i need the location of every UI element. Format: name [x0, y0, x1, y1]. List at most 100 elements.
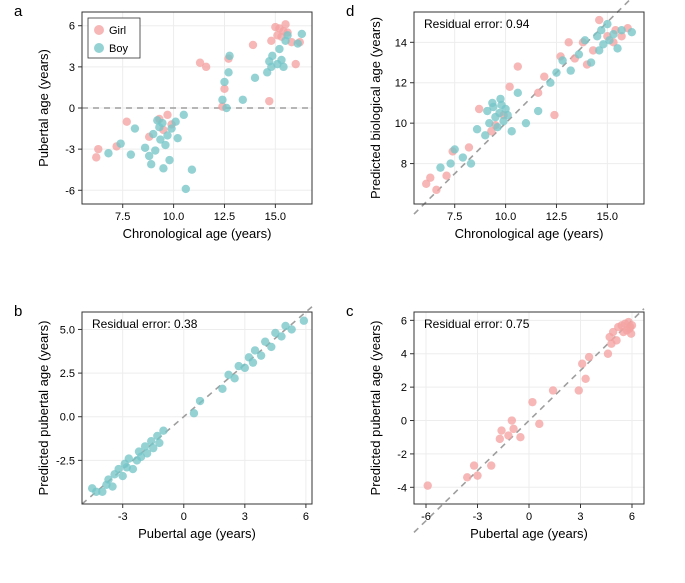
- y-tick-label: -6: [65, 185, 75, 197]
- data-point: [587, 58, 595, 66]
- y-tick-label: 2: [401, 382, 407, 394]
- panel-tag: c: [346, 303, 354, 320]
- data-point: [516, 433, 524, 441]
- data-point: [575, 50, 583, 58]
- data-point: [277, 332, 285, 340]
- x-axis-label: Chronological age (years): [455, 226, 604, 241]
- x-tick-label: 6: [629, 511, 635, 523]
- data-point: [180, 111, 188, 119]
- x-tick-label: 3: [577, 511, 583, 523]
- data-point: [116, 139, 124, 147]
- data-point: [202, 63, 210, 71]
- data-point: [465, 143, 473, 151]
- data-point: [567, 66, 575, 74]
- x-tick-label: -6: [421, 511, 431, 523]
- data-point: [535, 420, 543, 428]
- x-tick-label: 7.5: [115, 211, 130, 223]
- legend-label: Girl: [109, 25, 126, 37]
- figure: a7.510.012.515.0-6-3036Chronological age…: [0, 0, 685, 583]
- data-point: [222, 104, 230, 112]
- y-tick-label: -2: [397, 449, 407, 461]
- y-axis-label: Predicted pubertal age (years): [36, 321, 51, 496]
- data-point: [190, 409, 198, 417]
- x-axis-label: Pubertal age (years): [138, 526, 256, 541]
- data-point: [505, 83, 513, 91]
- data-point: [257, 351, 265, 359]
- data-point: [489, 103, 497, 111]
- residual-annotation: Residual error: 0.94: [424, 17, 530, 31]
- y-tick-label: -3: [65, 144, 75, 156]
- data-point: [534, 107, 542, 115]
- data-point: [508, 416, 516, 424]
- data-point: [504, 431, 512, 439]
- data-point: [609, 30, 617, 38]
- data-point: [230, 374, 238, 382]
- y-tick-label: 10: [395, 118, 407, 130]
- y-tick-label: 6: [69, 21, 75, 33]
- residual-annotation: Residual error: 0.75: [424, 317, 530, 331]
- data-point: [627, 330, 635, 338]
- data-point: [165, 156, 173, 164]
- data-point: [125, 454, 133, 462]
- data-point: [224, 68, 232, 76]
- data-point: [446, 159, 454, 167]
- panel-c: c-6-3036-4-20246Pubertal age (years)Pred…: [346, 303, 644, 541]
- data-point: [218, 96, 226, 104]
- y-tick-label: 8: [401, 159, 407, 171]
- y-tick-label: -4: [397, 482, 407, 494]
- y-tick-label: 2.5: [60, 368, 75, 380]
- data-point: [473, 125, 481, 133]
- data-point: [604, 350, 612, 358]
- x-tick-label: 0: [526, 511, 532, 523]
- data-point: [534, 89, 542, 97]
- data-point: [287, 325, 295, 333]
- data-point: [182, 185, 190, 193]
- data-point: [94, 145, 102, 153]
- data-point: [585, 353, 593, 361]
- data-point: [497, 426, 505, 434]
- y-tick-label: 5.0: [60, 324, 75, 336]
- y-tick-label: 0: [401, 416, 407, 428]
- data-point: [225, 52, 233, 60]
- data-point: [173, 134, 181, 142]
- x-tick-label: -3: [118, 511, 128, 523]
- data-point: [196, 397, 204, 405]
- x-axis-label: Chronological age (years): [123, 226, 272, 241]
- data-point: [300, 317, 308, 325]
- x-tick-label: 12.5: [214, 211, 235, 223]
- data-point: [564, 38, 572, 46]
- data-point: [131, 124, 139, 132]
- data-point: [141, 144, 149, 152]
- data-point: [92, 153, 100, 161]
- data-point: [549, 386, 557, 394]
- y-axis-label: Predicted biological age (years): [368, 17, 383, 199]
- x-tick-label: 0: [181, 511, 187, 523]
- data-point: [158, 119, 166, 127]
- x-tick-label: 7.5: [447, 211, 462, 223]
- y-tick-label: 3: [69, 62, 75, 74]
- panel-tag: d: [346, 3, 354, 20]
- y-tick-label: 12: [395, 78, 407, 90]
- y-tick-label: 0: [69, 103, 75, 115]
- panel-d: d7.510.012.515.08101214Chronological age…: [346, 0, 644, 241]
- y-axis-label: Predicted pubertal age (years): [368, 321, 383, 496]
- data-point: [628, 321, 636, 329]
- data-point: [595, 16, 603, 24]
- data-point: [540, 72, 548, 80]
- data-point: [119, 472, 127, 480]
- data-point: [451, 145, 459, 153]
- data-point: [155, 439, 163, 447]
- legend-label: Boy: [109, 43, 128, 55]
- data-point: [509, 425, 517, 433]
- data-point: [436, 163, 444, 171]
- data-point: [281, 20, 289, 28]
- data-point: [514, 89, 522, 97]
- data-point: [581, 375, 589, 383]
- data-point: [161, 141, 169, 149]
- y-tick-label: -2.5: [56, 455, 75, 467]
- residual-annotation: Residual error: 0.38: [92, 317, 198, 331]
- data-point: [220, 78, 228, 86]
- data-point: [159, 164, 167, 172]
- data-point: [424, 481, 432, 489]
- data-point: [558, 56, 566, 64]
